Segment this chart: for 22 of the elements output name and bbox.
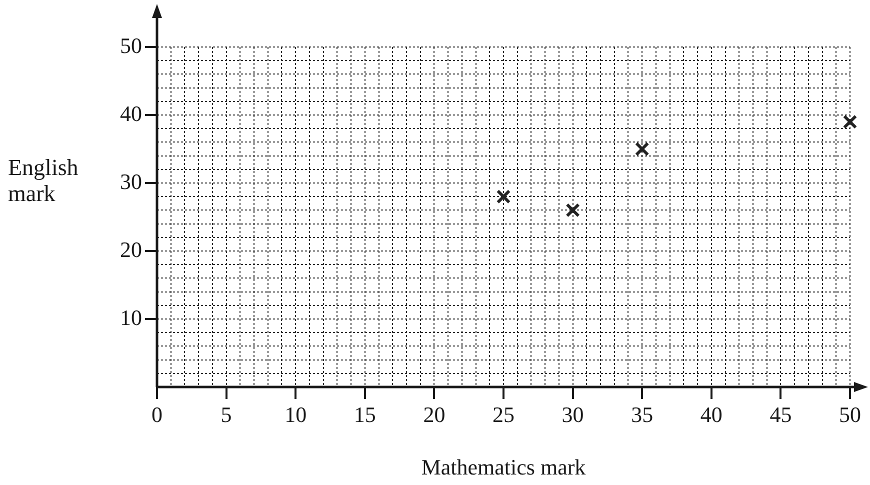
y-tick-label: 50 — [120, 32, 142, 58]
x-tick-label: 0 — [152, 402, 162, 427]
point — [634, 142, 650, 156]
x-axis-title: Mathematics mark — [421, 454, 586, 480]
x-tick-label: 40 — [700, 402, 722, 427]
x-tick-label: 5 — [220, 402, 232, 427]
y-tick-label: 40 — [120, 100, 142, 126]
x-tick-label: 15 — [354, 402, 376, 427]
x-tick-label: 30 — [562, 402, 584, 427]
x-tick-label: 20 — [423, 402, 446, 427]
x-tick-label: 50 — [839, 402, 861, 427]
point — [566, 203, 580, 218]
x-tick-label: 10 — [284, 402, 307, 427]
y-axis-title: English mark — [8, 155, 80, 207]
point — [496, 189, 511, 204]
x-tick-label: 45 — [770, 402, 792, 427]
x-tick-label: 25 — [492, 402, 514, 427]
y-tick-label: 30 — [120, 168, 142, 194]
y-tick-label: 20 — [120, 236, 142, 262]
x-tick-label: 35 — [631, 402, 654, 427]
y-tick-label: 10 — [120, 304, 142, 330]
point — [842, 114, 858, 129]
